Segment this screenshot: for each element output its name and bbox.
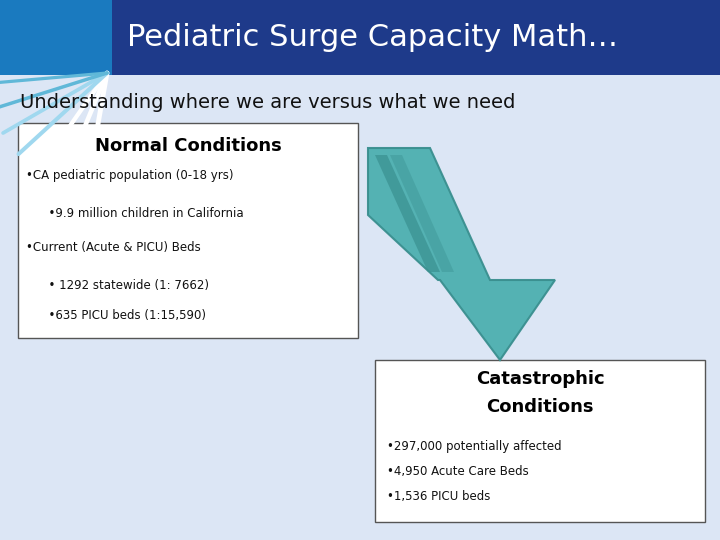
Text: •CA pediatric population (0-18 yrs): •CA pediatric population (0-18 yrs)	[26, 169, 233, 182]
FancyBboxPatch shape	[0, 0, 720, 75]
Text: • 1292 statewide (1: 7662): • 1292 statewide (1: 7662)	[26, 279, 209, 292]
Text: Normal Conditions: Normal Conditions	[94, 137, 282, 155]
Polygon shape	[375, 155, 440, 272]
Text: •635 PICU beds (1:15,590): •635 PICU beds (1:15,590)	[26, 309, 206, 322]
FancyBboxPatch shape	[18, 123, 358, 338]
Text: Understanding where we are versus what we need: Understanding where we are versus what w…	[20, 93, 516, 112]
Text: Conditions: Conditions	[486, 398, 594, 416]
Text: •Current (Acute & PICU) Beds: •Current (Acute & PICU) Beds	[26, 241, 201, 254]
Text: •4,950 Acute Care Beds: •4,950 Acute Care Beds	[387, 465, 528, 478]
FancyBboxPatch shape	[0, 0, 112, 75]
Polygon shape	[390, 155, 454, 272]
Text: •297,000 potentially affected: •297,000 potentially affected	[387, 440, 562, 453]
Text: Pediatric Surge Capacity Math…: Pediatric Surge Capacity Math…	[127, 23, 618, 52]
FancyBboxPatch shape	[375, 360, 705, 522]
Text: •1,536 PICU beds: •1,536 PICU beds	[387, 490, 490, 503]
Text: Catastrophic: Catastrophic	[476, 370, 604, 388]
Polygon shape	[368, 148, 555, 360]
Text: •9.9 million children in California: •9.9 million children in California	[26, 207, 243, 220]
